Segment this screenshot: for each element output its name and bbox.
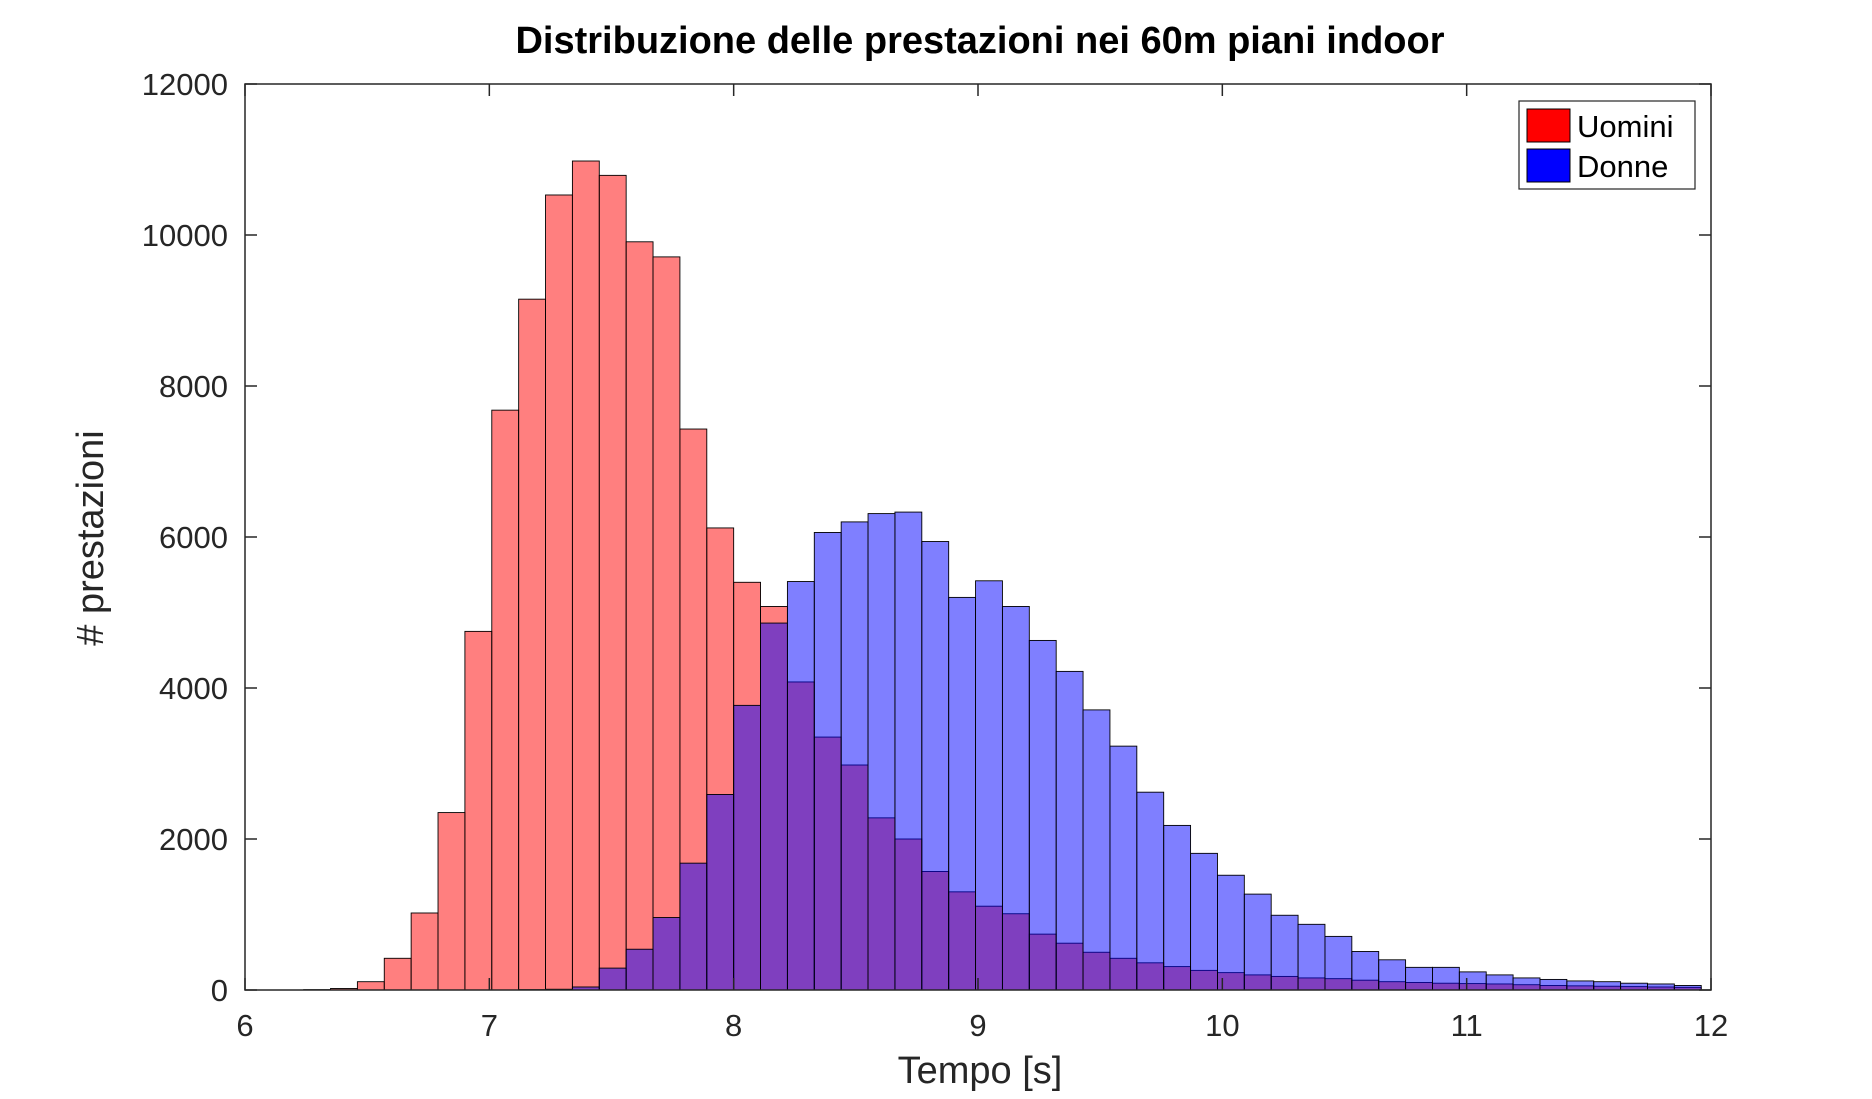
y-tick-label-3: 6000: [159, 520, 228, 555]
bar-donne-35: [1458, 971, 1487, 991]
bar-donne-26: [1216, 874, 1245, 991]
bar-donne-29: [1297, 923, 1326, 991]
legend-label-uomini: Uomini: [1577, 109, 1673, 144]
bar-donne-13: [867, 513, 896, 991]
bar-donne-15: [921, 541, 950, 991]
bar-donne-21: [1082, 709, 1111, 991]
chart-title: Distribuzione delle prestazioni nei 60m …: [515, 20, 1444, 62]
x-axis-label: Tempo [s]: [898, 1050, 1063, 1092]
legend: Uomini Donne: [1518, 100, 1696, 190]
x-tick-label-6: 12: [1694, 1008, 1728, 1043]
bar-donne-3: [598, 967, 627, 991]
y-tick-label-1: 2000: [159, 822, 228, 857]
bar-donne-18: [1001, 606, 1030, 991]
bar-donne-32: [1378, 959, 1407, 991]
bar-donne-22: [1109, 745, 1138, 991]
bar-donne-23: [1136, 791, 1165, 991]
legend-label-donne: Donne: [1577, 149, 1668, 184]
bar-donne-40: [1593, 981, 1622, 991]
bar-uomini-10: [518, 298, 546, 991]
bar-donne-11: [813, 532, 842, 991]
axes-layer: 6 7 8 9 10 11 12 0 2000 4000 6000 8000 10000 12000: [142, 67, 1728, 1043]
bar-donne-7: [706, 794, 735, 991]
bar-uomini-5: [383, 957, 412, 991]
bar-donne-42: [1647, 983, 1675, 991]
y-tick-label-0: 0: [211, 973, 228, 1008]
bar-donne-17: [975, 580, 1003, 991]
x-tick-label-5: 11: [1451, 1008, 1483, 1043]
bar-donne-25: [1190, 852, 1218, 991]
bars-layer: [303, 160, 1702, 991]
bar-uomini-14: [625, 241, 654, 991]
bar-uomini-11: [545, 194, 573, 991]
bar-donne-33: [1405, 966, 1433, 991]
bar-donne-8: [733, 704, 761, 991]
y-tick-label-2: 4000: [159, 671, 228, 706]
bar-donne-4: [625, 948, 654, 991]
x-tick-label-3: 9: [969, 1008, 986, 1043]
bar-donne-31: [1351, 951, 1380, 991]
bar-donne-9: [760, 622, 788, 991]
y-tick-label-6: 12000: [142, 67, 228, 102]
bar-uomini-7: [437, 812, 466, 991]
bar-donne-14: [894, 511, 923, 991]
bar-donne-41: [1620, 982, 1648, 991]
bar-donne-5: [652, 917, 681, 991]
y-axis-label: # prestazioni: [70, 430, 112, 645]
bar-uomini-4: [356, 981, 385, 991]
bar-donne-20: [1055, 670, 1084, 991]
bar-uomini-8: [464, 630, 493, 991]
bar-donne-37: [1512, 977, 1541, 991]
bar-donne-27: [1243, 893, 1272, 991]
bar-donne-38: [1539, 978, 1568, 991]
bar-donne-24: [1163, 824, 1192, 991]
x-tick-label-0: 6: [236, 1008, 253, 1043]
y-tick-label-5: 10000: [142, 218, 228, 253]
bar-uomini-13: [598, 174, 627, 991]
bar-uomini-15: [652, 256, 681, 991]
bar-uomini-9: [491, 409, 520, 991]
legend-swatch-donne: [1526, 148, 1571, 183]
bar-donne-39: [1566, 980, 1595, 991]
bar-donne-36: [1485, 974, 1514, 991]
bar-donne-6: [679, 862, 708, 991]
x-tick-label-4: 10: [1205, 1008, 1239, 1043]
bar-donne-34: [1432, 966, 1460, 991]
bar-donne-12: [840, 521, 869, 991]
x-tick-label-2: 8: [725, 1008, 742, 1043]
bar-donne-19: [1028, 639, 1057, 991]
bar-donne-16: [948, 596, 977, 991]
bar-donne-10: [786, 581, 815, 991]
bar-uomini-6: [410, 912, 439, 991]
bar-donne-28: [1270, 914, 1299, 991]
bar-uomini-12: [571, 160, 600, 991]
legend-swatch-uomini: [1526, 108, 1571, 143]
bar-donne-30: [1324, 935, 1353, 991]
x-tick-label-1: 7: [481, 1008, 498, 1043]
y-tick-label-4: 8000: [159, 369, 228, 404]
